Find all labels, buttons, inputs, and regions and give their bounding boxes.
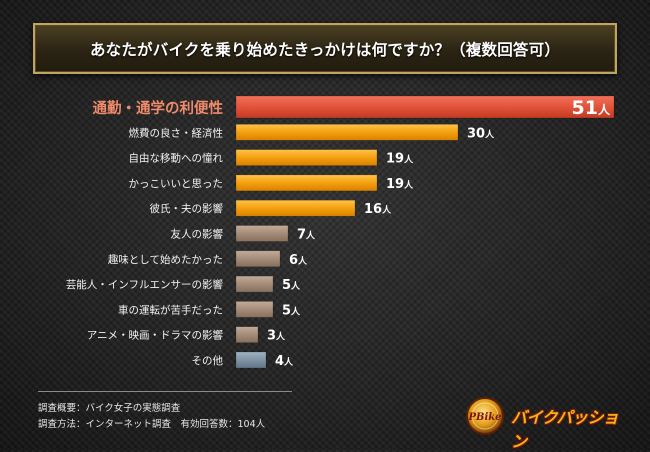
value-label: 51人 bbox=[572, 97, 611, 119]
bar bbox=[235, 149, 378, 166]
value-label: 30人 bbox=[467, 126, 495, 141]
footer-divider bbox=[38, 391, 292, 392]
chart-title: あなたがバイクを乗り始めたきっかけは何ですか？（複数回答可） bbox=[89, 40, 561, 59]
bar bbox=[235, 174, 378, 192]
bike-passion-logo: PBike バイクパッション bbox=[464, 396, 624, 451]
category-label: 芸能人・インフルエンサーの影響 bbox=[66, 278, 224, 291]
value-label: 5人 bbox=[282, 303, 301, 318]
bar bbox=[235, 351, 267, 369]
bar bbox=[235, 199, 356, 217]
survey-summary-note: 調査概要：バイク女子の実態調査 bbox=[38, 403, 181, 414]
value-label: 6人 bbox=[289, 253, 308, 268]
bar bbox=[235, 225, 289, 242]
bar bbox=[235, 301, 274, 318]
bar bbox=[235, 124, 459, 141]
category-label: 車の運転が苦手だった bbox=[118, 303, 223, 316]
survey-method-note: 調査方法：インターネット調査 有効回答数：104人 bbox=[38, 419, 266, 430]
category-label: 彼氏・夫の影響 bbox=[150, 202, 224, 215]
value-label: 19人 bbox=[386, 177, 414, 192]
svg-text:PBike: PBike bbox=[467, 412, 501, 423]
category-label: 燃費の良さ・経済性 bbox=[129, 126, 224, 139]
category-label: 自由な移動への憧れ bbox=[129, 152, 224, 165]
category-label: その他 bbox=[192, 354, 224, 367]
bar bbox=[235, 326, 259, 343]
value-label: 4人 bbox=[275, 354, 294, 369]
chart-title-banner: あなたがバイクを乗り始めたきっかけは何ですか？（複数回答可） bbox=[33, 23, 617, 74]
value-label: 16人 bbox=[364, 202, 392, 217]
value-label: 5人 bbox=[282, 278, 301, 293]
bar bbox=[235, 275, 274, 293]
value-label: 19人 bbox=[386, 152, 414, 167]
category-label: 通勤・通学の利便性 bbox=[93, 99, 224, 117]
category-label: かっこいいと思った bbox=[129, 178, 224, 190]
value-label: 7人 bbox=[297, 228, 316, 243]
bar bbox=[235, 95, 615, 119]
category-label: 友人の影響 bbox=[171, 228, 224, 241]
category-label: アニメ・映画・ドラマの影響 bbox=[87, 329, 224, 342]
logo-brand-name: バイクパッション bbox=[511, 408, 619, 451]
bar bbox=[235, 250, 281, 268]
logo-emblem-icon: PBike bbox=[466, 397, 504, 435]
value-label: 3人 bbox=[267, 329, 286, 344]
category-label: 趣味として始めたかった bbox=[108, 253, 223, 266]
